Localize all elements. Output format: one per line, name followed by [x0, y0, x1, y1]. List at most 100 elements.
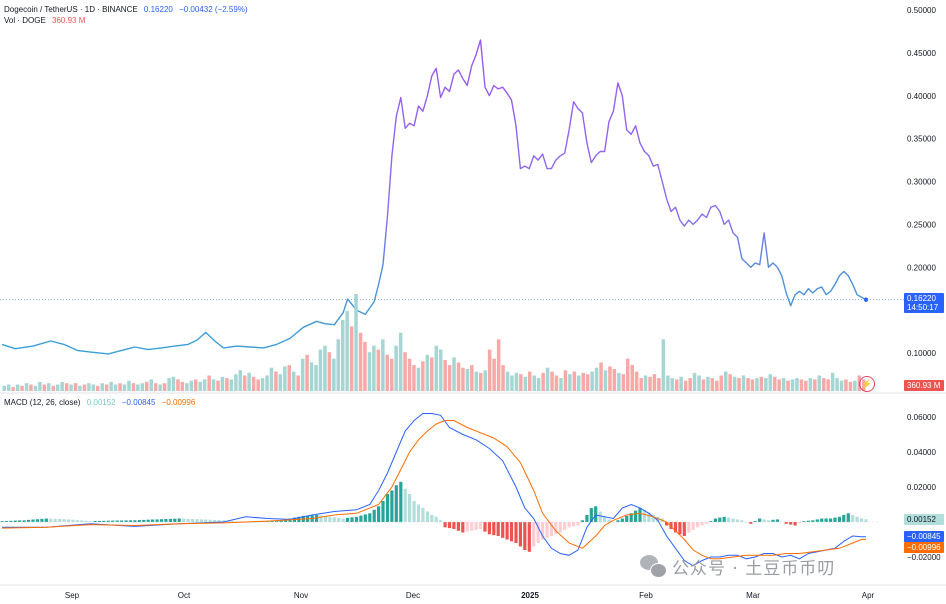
macd-hist-bar: [190, 519, 195, 522]
macd-hist-bar: [443, 522, 447, 528]
volume-bar: [603, 370, 608, 391]
macd-hist-bar: [860, 518, 864, 522]
macd-legend[interactable]: MACD (12, 26, close) 0.00152 −0.00845 −0…: [4, 398, 199, 408]
flash-icon[interactable]: ⚡: [859, 376, 875, 392]
macd-hist-bar: [731, 518, 735, 522]
volume-bar: [416, 367, 421, 391]
volume-bar: [211, 379, 216, 391]
volume-bar: [630, 365, 634, 391]
macd-hist-bar: [151, 519, 155, 522]
macd-hist-bar: [363, 514, 367, 522]
volume-bar: [162, 383, 167, 391]
volume-value: 360.93 M: [52, 16, 86, 25]
macd-hist-bar: [846, 513, 850, 523]
last-price: 0.16220: [143, 5, 173, 14]
volume-legend[interactable]: Vol · DOGE 360.93 M: [4, 16, 89, 26]
volume-bar: [198, 381, 202, 391]
volume-bar: [666, 375, 670, 391]
volume-bar: [492, 358, 496, 391]
volume-bar: [599, 362, 603, 391]
macd-hist-bar: [620, 518, 624, 522]
macd-hist-bar: [390, 490, 394, 522]
macd-hist-bar: [115, 520, 119, 522]
volume-bar: [234, 374, 238, 391]
macd-hist-bar: [425, 511, 429, 522]
macd-hist-bar: [199, 519, 203, 522]
volume-bar: [283, 366, 287, 391]
macd-hist-bar: [270, 520, 274, 522]
volume-bar: [251, 376, 256, 391]
signal-line: [1, 420, 866, 560]
macd-hist-bar: [722, 516, 726, 523]
macd-hist-bar: [864, 519, 868, 522]
macd-hist-bar: [58, 519, 62, 522]
macd-hist-bar: [80, 520, 84, 522]
volume-bar: [390, 358, 394, 391]
macd-hist-bar: [709, 521, 713, 522]
macd-hist-bar: [505, 522, 509, 540]
volume-bar: [585, 374, 590, 391]
macd-hist-bar: [758, 518, 762, 522]
macd-hist-bar: [221, 520, 226, 523]
macd-hist-bar: [275, 520, 279, 522]
macd-hist-bar: [452, 522, 456, 529]
macd-hist-bar: [346, 517, 350, 522]
macd-hist-bar: [713, 518, 717, 522]
macd-hist-bar: [634, 510, 638, 522]
symbol-title[interactable]: Dogecoin / TetherUS · 1D · BINANCE: [4, 5, 138, 14]
macd-hist-bar: [13, 520, 17, 522]
price-tick-label: 0.10000: [907, 349, 936, 358]
volume-bar: [381, 339, 385, 391]
volume-bar: [55, 384, 60, 391]
macd-hist-bar: [682, 522, 686, 536]
volume-bar: [479, 372, 483, 391]
volume-bar: [153, 383, 158, 391]
macd-hist-bar: [572, 522, 576, 527]
time-tick-label: Oct: [178, 591, 191, 600]
volume-bar: [51, 385, 55, 391]
macd-hist-bar: [514, 522, 518, 543]
macd-hist-bar: [173, 518, 177, 522]
volume-bar: [581, 372, 585, 391]
macd-hist-bar: [753, 521, 757, 522]
volume-bar: [519, 374, 523, 391]
volume-bar: [496, 339, 501, 391]
macd-hist-bar: [4, 521, 8, 522]
macd-hist-bar: [797, 522, 802, 524]
volume-bar: [15, 384, 20, 391]
macd-hist-bar: [518, 522, 522, 547]
macd-hist-bar: [27, 519, 31, 522]
volume-bar: [781, 378, 786, 391]
volume-bar: [853, 380, 857, 391]
macd-hist-bar: [354, 516, 359, 523]
volume-bar: [830, 372, 835, 391]
macd-badge-text: −0.00845: [907, 532, 941, 541]
symbol-legend[interactable]: Dogecoin / TetherUS · 1D · BINANCE 0.162…: [4, 5, 252, 15]
volume-bar: [300, 358, 305, 391]
macd-hist-bar: [691, 522, 695, 530]
macd-hist-bar: [829, 518, 833, 522]
volume-bar: [452, 357, 456, 391]
volume-bar: [559, 378, 563, 391]
price-tick-label: 0.25000: [907, 220, 936, 229]
price-tick-label: 0.30000: [907, 178, 936, 187]
volume-bar: [358, 332, 363, 391]
macd-hist-bar: [638, 508, 642, 522]
volume-bar: [24, 383, 29, 391]
macd-hist-bar: [478, 522, 483, 529]
volume-bar: [679, 376, 683, 391]
volume-bar: [122, 384, 127, 391]
macd-hist-bar: [673, 522, 678, 533]
macd-hist-bar: [509, 522, 514, 542]
volume-bar: [292, 371, 296, 391]
volume-bar: [697, 375, 701, 391]
macd-hist-bar: [142, 519, 146, 522]
macd-hist-bar: [589, 508, 593, 522]
volume-bar: [354, 294, 358, 391]
macd-hist-bar: [84, 520, 88, 522]
price-tick-label: 0.40000: [907, 92, 936, 101]
time-tick-label: Nov: [294, 591, 308, 600]
volume-bar: [790, 379, 795, 391]
volume-bar: [265, 375, 269, 391]
